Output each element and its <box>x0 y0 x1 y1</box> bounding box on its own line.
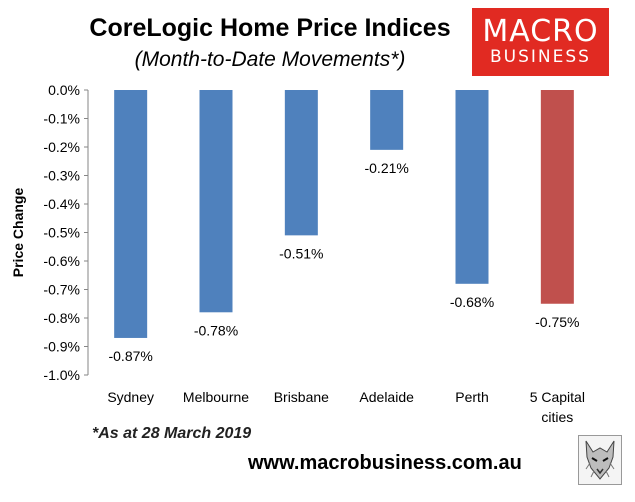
y-tick-label: -0.7% <box>43 282 80 298</box>
y-tick-label: -0.3% <box>43 168 80 184</box>
bar <box>540 90 574 304</box>
y-axis-title: Price Change <box>10 188 26 278</box>
bar <box>199 90 233 313</box>
x-category-label: Brisbane <box>274 389 329 405</box>
x-category-label: cities <box>541 409 573 425</box>
y-tick-label: -0.2% <box>43 139 80 155</box>
data-label: -0.51% <box>279 245 323 261</box>
y-tick-label: 0.0% <box>48 82 80 98</box>
y-tick-label: -0.4% <box>43 196 80 212</box>
wolf-logo-icon <box>578 435 622 485</box>
y-tick-label: -0.6% <box>43 253 80 269</box>
chart-title: CoreLogic Home Price Indices <box>89 14 451 42</box>
x-category-label: Melbourne <box>183 389 249 405</box>
bar <box>370 90 404 150</box>
bar <box>455 90 489 284</box>
logo-line-1: MACRO <box>482 14 599 49</box>
y-tick-label: -0.8% <box>43 310 80 326</box>
logo-line-2: BUSINESS <box>490 47 591 67</box>
y-tick-label: -0.5% <box>43 225 80 241</box>
data-label: -0.78% <box>194 322 238 338</box>
data-label: -0.75% <box>535 314 579 330</box>
x-category-label: Sydney <box>107 389 154 405</box>
data-label: -0.68% <box>450 294 494 310</box>
y-tick-label: -1.0% <box>43 367 80 383</box>
x-category-label: Adelaide <box>359 389 414 405</box>
bar <box>114 90 148 338</box>
x-category-label: 5 Capital <box>530 389 585 405</box>
bar <box>284 90 318 236</box>
y-tick-label: -0.9% <box>43 339 80 355</box>
footnote: *As at 28 March 2019 <box>92 425 252 442</box>
x-category-label: Perth <box>455 389 488 405</box>
data-label: -0.87% <box>108 348 152 364</box>
y-tick-label: -0.1% <box>43 111 80 127</box>
macro-business-logo: MACRO BUSINESS <box>472 8 609 76</box>
chart-subtitle: (Month-to-Date Movements*) <box>134 48 406 71</box>
website-url[interactable]: www.macrobusiness.com.au <box>248 452 522 474</box>
data-label: -0.21% <box>364 160 408 176</box>
